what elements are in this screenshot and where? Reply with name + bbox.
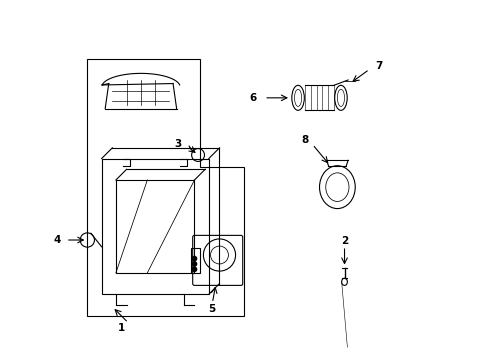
Text: 4: 4 xyxy=(53,235,61,245)
Text: 7: 7 xyxy=(374,62,382,71)
Circle shape xyxy=(192,267,196,271)
Text: 1: 1 xyxy=(118,323,124,333)
Circle shape xyxy=(192,262,196,266)
Text: 6: 6 xyxy=(249,93,257,103)
Text: 8: 8 xyxy=(301,135,308,145)
Text: 2: 2 xyxy=(340,236,347,246)
Bar xyxy=(190,248,200,273)
Text: 5: 5 xyxy=(207,303,215,314)
Circle shape xyxy=(192,256,196,261)
Text: 3: 3 xyxy=(174,139,182,149)
